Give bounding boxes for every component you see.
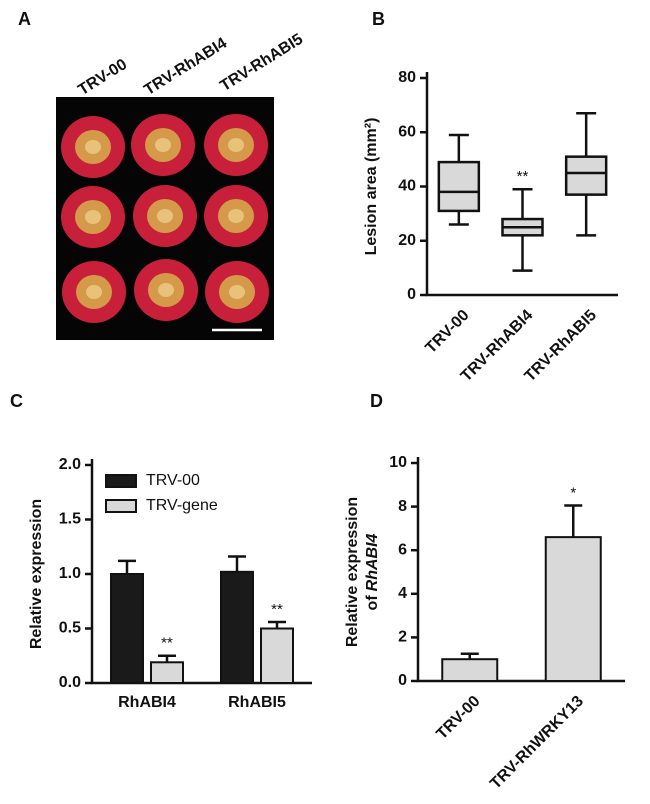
lesion-core bbox=[155, 138, 171, 152]
y-axis-label: of RhABI4 bbox=[364, 533, 381, 610]
y-tick-label: 1.0 bbox=[59, 565, 81, 582]
panel-label: B bbox=[372, 9, 385, 29]
y-tick-label: 20 bbox=[398, 232, 416, 249]
whisker bbox=[448, 133, 469, 226]
x-tick-label: RhABI5 bbox=[228, 694, 286, 711]
bar bbox=[441, 658, 499, 683]
legend-swatch bbox=[105, 474, 137, 488]
lesion-core bbox=[228, 138, 244, 152]
y-tick-label: 0.0 bbox=[59, 674, 81, 691]
lesion-core bbox=[85, 210, 101, 224]
legend-label: TRV-00 bbox=[146, 472, 200, 489]
significance: ** bbox=[517, 168, 529, 185]
box bbox=[437, 160, 481, 213]
bar bbox=[110, 573, 144, 684]
x-tick-label: TRV-00 bbox=[433, 693, 483, 743]
bar bbox=[150, 661, 184, 684]
significance: ** bbox=[161, 635, 173, 652]
y-tick-label: 60 bbox=[398, 123, 416, 140]
whisker bbox=[512, 187, 533, 272]
x-tick-label: TRV-00 bbox=[422, 307, 472, 357]
lesion-core bbox=[228, 209, 244, 223]
panel-label: D bbox=[370, 391, 383, 411]
whisker bbox=[576, 112, 597, 237]
lesion-core bbox=[86, 285, 102, 299]
lesion-core bbox=[85, 140, 101, 154]
error-bar bbox=[158, 654, 176, 663]
error-bar bbox=[268, 620, 286, 629]
y-tick-label: 2 bbox=[398, 629, 407, 646]
x-tick-label: TRV-RhWRKY13 bbox=[487, 693, 587, 793]
y-axis-label: Relative expression bbox=[28, 499, 45, 649]
lesion-core bbox=[157, 209, 173, 223]
x-tick-label: RhABI4 bbox=[118, 694, 176, 711]
legend-swatch bbox=[105, 499, 137, 513]
y-tick-label: 10 bbox=[389, 454, 407, 471]
y-tick-label: 0 bbox=[398, 672, 407, 689]
photo bbox=[56, 97, 274, 340]
error-bar bbox=[118, 559, 136, 574]
bar bbox=[260, 627, 294, 684]
panel-label: C bbox=[10, 391, 23, 411]
y-axis-label: Lesion area (mm²) bbox=[363, 118, 380, 256]
photo-label: TRV-RhABI4 bbox=[141, 35, 230, 99]
bar bbox=[220, 570, 254, 685]
y-tick-label: 4 bbox=[398, 585, 407, 602]
significance: ** bbox=[271, 601, 283, 618]
y-tick-label: 6 bbox=[398, 541, 407, 558]
y-tick-label: 0.5 bbox=[59, 620, 81, 637]
y-tick-label: 0 bbox=[407, 286, 416, 303]
lesion-core bbox=[158, 283, 174, 297]
significance: * bbox=[570, 484, 576, 501]
error-bar bbox=[460, 652, 479, 660]
y-axis-label-part: of bbox=[364, 595, 381, 611]
y-tick-label: 40 bbox=[398, 178, 416, 195]
box bbox=[564, 155, 608, 196]
legend-label: TRV-gene bbox=[146, 497, 218, 514]
y-axis-label-part: RhABI4 bbox=[364, 533, 381, 591]
photo-label: TRV-RhABI5 bbox=[217, 31, 306, 95]
y-tick-label: 8 bbox=[398, 498, 407, 515]
y-axis-label: Relative expression bbox=[344, 497, 361, 647]
error-bar bbox=[564, 504, 583, 538]
bar bbox=[544, 536, 602, 682]
lesion-core bbox=[229, 285, 245, 299]
panel-label: A bbox=[18, 9, 31, 29]
y-tick-label: 2.0 bbox=[59, 456, 81, 473]
error-bar bbox=[228, 555, 246, 572]
y-tick-label: 1.5 bbox=[59, 511, 81, 528]
photo-label: TRV-00 bbox=[75, 56, 130, 99]
y-tick-label: 80 bbox=[398, 69, 416, 86]
